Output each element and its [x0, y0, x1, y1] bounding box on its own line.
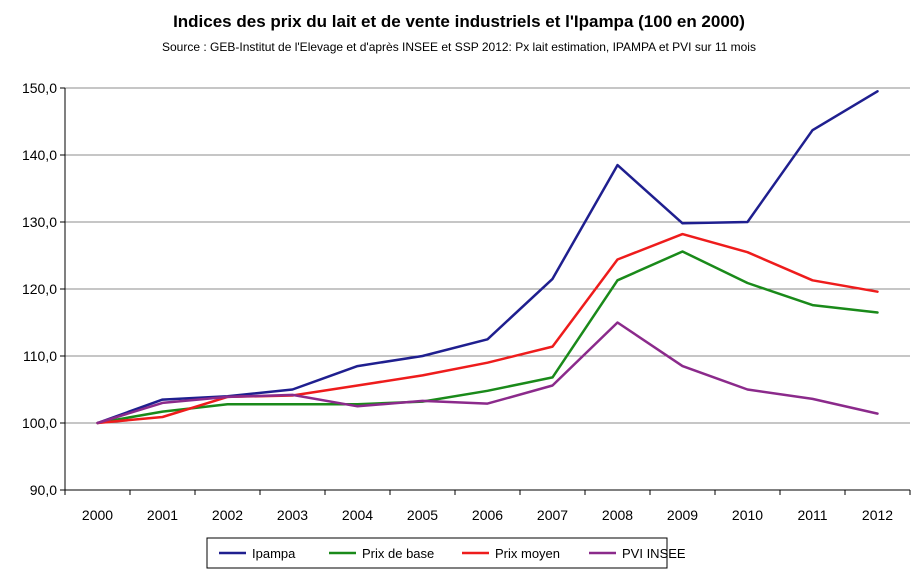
y-tick-label: 100,0	[22, 415, 57, 431]
x-tick-label: 2008	[602, 507, 633, 523]
chart-subtitle: Source : GEB-Institut de l'Elevage et d'…	[162, 40, 756, 54]
series-lines	[96, 90, 879, 425]
x-tick-label: 2000	[82, 507, 113, 523]
x-tick-label: 2003	[277, 507, 308, 523]
x-tick-label: 2002	[212, 507, 243, 523]
x-tick-label: 2004	[342, 507, 373, 523]
grid	[65, 87, 910, 491]
legend-label: Prix de base	[362, 546, 434, 561]
series-line-prix-de-base	[96, 250, 879, 425]
y-tick-label: 140,0	[22, 147, 57, 163]
y-tick-label: 90,0	[30, 482, 57, 498]
series-line-pvi-insee	[96, 321, 879, 425]
x-tick-label: 2010	[732, 507, 763, 523]
chart-title: Indices des prix du lait et de vente ind…	[173, 12, 745, 31]
x-tick-label: 2007	[537, 507, 568, 523]
x-tick-label: 2012	[862, 507, 893, 523]
x-tick-label: 2005	[407, 507, 438, 523]
x-tick-label: 2009	[667, 507, 698, 523]
legend-label: Ipampa	[252, 546, 296, 561]
legend-label: Prix moyen	[495, 546, 560, 561]
y-tick-label: 110,0	[23, 348, 57, 364]
legend: Ipampa Prix de base Prix moyen PVI INSEE	[206, 537, 686, 569]
axes: 90,0 100,0 110,0 120,0 130,0 140,0 150,0 2000 20…	[22, 80, 911, 523]
y-tick-label: 130,0	[22, 214, 57, 230]
x-tick-label: 2011	[797, 507, 827, 523]
x-tick-label: 2006	[472, 507, 503, 523]
series-line-prix-moyen	[96, 232, 879, 425]
y-tick-label: 120,0	[22, 281, 57, 297]
legend-label: PVI INSEE	[622, 546, 686, 561]
y-tick-label: 150,0	[22, 80, 57, 96]
x-tick-label: 2001	[147, 507, 178, 523]
